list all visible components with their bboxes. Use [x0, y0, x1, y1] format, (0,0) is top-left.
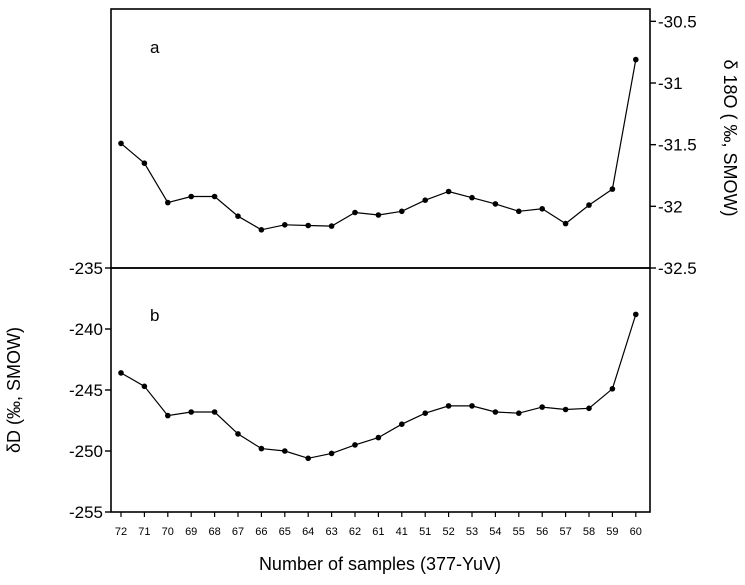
panel-a-data-point	[141, 160, 148, 166]
panel-b-data-point	[141, 383, 148, 390]
panel-a-y-tick-label: -31.5	[658, 136, 697, 155]
x-tick-label: 51	[419, 526, 431, 538]
panel-b-frame	[110, 267, 651, 513]
panel-b-data-point	[165, 412, 171, 419]
panel-b-data-point	[328, 450, 335, 457]
panel-a-data-point	[492, 201, 499, 207]
panel-b-data-point	[633, 311, 639, 318]
x-tick-label: 65	[279, 526, 291, 538]
x-tick-label: 68	[208, 526, 220, 538]
panel-b-data-point	[516, 410, 522, 417]
panel-b-data-point	[118, 370, 124, 376]
x-tick-label: 59	[606, 526, 618, 538]
panel-a-data-point	[118, 140, 124, 147]
x-tick-label: 55	[513, 526, 525, 538]
panel-a-data-point	[188, 193, 194, 200]
panel-b-y-tick-label: -255	[69, 503, 103, 522]
panel-b-data-point	[586, 405, 592, 412]
panel-a-data-point	[445, 188, 452, 195]
x-tick-label: 56	[536, 526, 548, 538]
panel-a-y-tick-label: -32	[658, 197, 683, 216]
panel-b-data-point	[375, 434, 382, 441]
panel-b-data-point	[235, 431, 241, 437]
panel-b-data-point	[305, 455, 312, 462]
panel-b-y-tick-label: -240	[69, 320, 103, 339]
x-tick-label: 71	[138, 526, 150, 538]
x-tick-label: 66	[255, 526, 267, 538]
panel-a-frame	[110, 8, 651, 269]
panel-b-data-point	[445, 403, 452, 409]
x-tick-label: 70	[162, 526, 174, 538]
x-tick-label: 72	[115, 526, 127, 538]
panel-a-data-point	[399, 208, 405, 215]
panel-a-data-point	[516, 208, 522, 215]
x-tick-label: 61	[372, 526, 384, 538]
panel-a-y-tick-label: -32.5	[658, 259, 697, 278]
panel-a-data-point	[352, 209, 358, 216]
x-tick-label: 57	[559, 526, 571, 538]
x-tick-label: 58	[583, 526, 595, 538]
panel-a-data-point	[165, 199, 171, 206]
panel-a-data-point	[586, 202, 592, 208]
x-tick-label: 54	[489, 526, 501, 538]
panel-a-data-point	[562, 220, 569, 227]
panel-b-y-axis-title: δD (‰, SMOW)	[4, 327, 24, 453]
x-tick-label: 53	[466, 526, 478, 538]
panel-b-data-point	[469, 403, 475, 409]
panel-a-data-point	[235, 213, 241, 219]
x-tick-label: 69	[185, 526, 197, 538]
panel-a-y-tick-label: -30.5	[658, 12, 697, 31]
panel-b-y-tick-label: -235	[69, 259, 103, 278]
x-tick-label: 52	[442, 526, 454, 538]
panel-a-data-point	[328, 223, 335, 229]
panel-a-data-point	[539, 206, 545, 212]
panel-a-y-axis-title: δ 18O ( ‰, SMOW)	[720, 59, 740, 216]
panel-a-data-point	[609, 186, 616, 192]
panel-a-label: a	[150, 38, 160, 57]
panel-b-data-point	[258, 445, 265, 452]
panel-a-data-point	[633, 56, 639, 63]
panel-a-data-point	[211, 193, 218, 200]
panel-b-label: b	[150, 306, 159, 325]
panel-a-data-point	[258, 227, 265, 233]
panel-b-data-point	[609, 386, 616, 392]
panel-b-y-tick-label: -245	[69, 381, 103, 400]
x-tick-label: 64	[302, 526, 314, 538]
panel-b-data-point	[352, 442, 358, 448]
panel-a-data-point	[375, 212, 382, 218]
panel-a-data-point	[469, 194, 475, 201]
x-tick-label: 67	[232, 526, 244, 538]
panel-b-data-point	[188, 409, 194, 415]
panel-a-data-point	[305, 222, 312, 229]
x-axis-title: Number of samples (377-YuV)	[259, 554, 501, 574]
panel-b-data-point	[422, 410, 429, 417]
x-tick-label: 63	[325, 526, 337, 538]
panel-a-series-line	[120, 59, 637, 231]
panel-b-data-point	[492, 409, 499, 415]
panel-a-data-point	[422, 197, 429, 203]
panel-b-data-point	[539, 404, 545, 410]
panel-b-data-point	[211, 409, 218, 415]
panel-b-data-point	[562, 406, 569, 413]
x-tick-label: 62	[349, 526, 361, 538]
panel-a-y-tick-label: -31	[658, 74, 683, 93]
panel-b-y-tick-label: -250	[69, 442, 103, 461]
x-tick-label: 41	[396, 526, 408, 538]
x-tick-label: 60	[630, 526, 642, 538]
panel-b-data-point	[399, 421, 405, 428]
panel-a-data-point	[282, 222, 288, 228]
panel-b-data-point	[282, 448, 288, 454]
